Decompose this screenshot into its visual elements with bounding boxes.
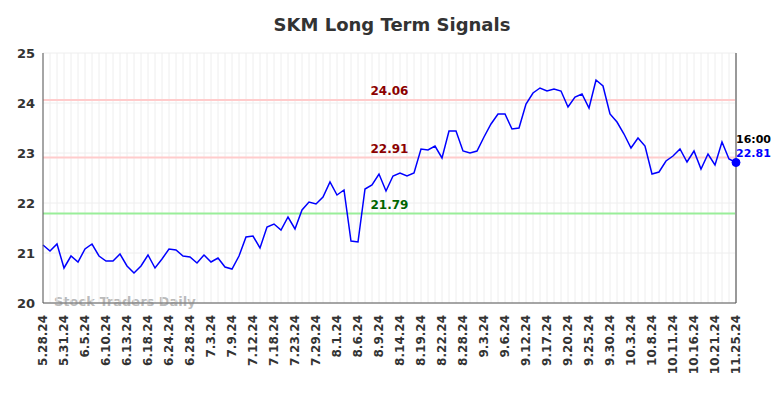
svg-text:9.3.24: 9.3.24	[477, 315, 491, 358]
svg-text:22.91: 22.91	[371, 142, 409, 156]
svg-text:6.13.24: 6.13.24	[120, 315, 134, 366]
svg-text:8.14.24: 8.14.24	[393, 315, 407, 366]
svg-text:8.6.24: 8.6.24	[351, 315, 365, 358]
svg-text:24.06: 24.06	[371, 84, 409, 98]
svg-text:11.25.24: 11.25.24	[729, 315, 743, 374]
svg-text:9.17.24: 9.17.24	[540, 315, 554, 366]
svg-text:22: 22	[17, 196, 35, 211]
svg-text:7.9.24: 7.9.24	[225, 315, 239, 358]
svg-text:9.30.24: 9.30.24	[603, 315, 617, 366]
svg-text:21: 21	[17, 246, 35, 261]
svg-text:10.11.24: 10.11.24	[666, 315, 680, 374]
svg-text:7.29.24: 7.29.24	[309, 315, 323, 366]
svg-text:9.25.24: 9.25.24	[582, 315, 596, 366]
svg-text:8.1.24: 8.1.24	[330, 315, 344, 358]
svg-text:10.3.24: 10.3.24	[624, 315, 638, 366]
svg-text:6.28.24: 6.28.24	[183, 315, 197, 366]
svg-text:10.8.24: 10.8.24	[645, 315, 659, 366]
html-text:SKM Long Term Signals: SKM Long Term Signals	[273, 14, 511, 35]
svg-text:9.6.24: 9.6.24	[498, 315, 512, 358]
svg-text:10.16.24: 10.16.24	[687, 315, 701, 374]
svg-text:23: 23	[17, 146, 35, 161]
svg-text:8.19.24: 8.19.24	[414, 315, 428, 366]
svg-text:7.3.24: 7.3.24	[204, 315, 218, 358]
svg-text:5.28.24: 5.28.24	[36, 315, 50, 366]
svg-text:16:00: 16:00	[736, 133, 771, 146]
svg-text:8.22.24: 8.22.24	[435, 315, 449, 366]
html-text:Stock Traders Daily: Stock Traders Daily	[54, 294, 196, 309]
svg-text:7.23.24: 7.23.24	[288, 315, 302, 366]
svg-text:6.10.24: 6.10.24	[99, 315, 113, 366]
svg-text:6.24.24: 6.24.24	[162, 315, 176, 366]
svg-text:8.28.24: 8.28.24	[456, 315, 470, 366]
svg-text:7.12.24: 7.12.24	[246, 315, 260, 366]
svg-text:20: 20	[17, 296, 35, 311]
svg-text:24: 24	[17, 96, 35, 111]
svg-text:7.18.24: 7.18.24	[267, 315, 281, 366]
svg-text:5.31.24: 5.31.24	[57, 315, 71, 366]
svg-text:21.79: 21.79	[371, 198, 409, 212]
svg-text:25: 25	[17, 46, 35, 61]
svg-text:9.20.24: 9.20.24	[561, 315, 575, 366]
svg-text:6.5.24: 6.5.24	[78, 315, 92, 358]
svg-text:22.81: 22.81	[736, 147, 771, 160]
svg-text:10.21.24: 10.21.24	[708, 315, 722, 374]
svg-text:8.9.24: 8.9.24	[372, 315, 386, 358]
svg-text:9.12.24: 9.12.24	[519, 315, 533, 366]
svg-text:6.18.24: 6.18.24	[141, 315, 155, 366]
